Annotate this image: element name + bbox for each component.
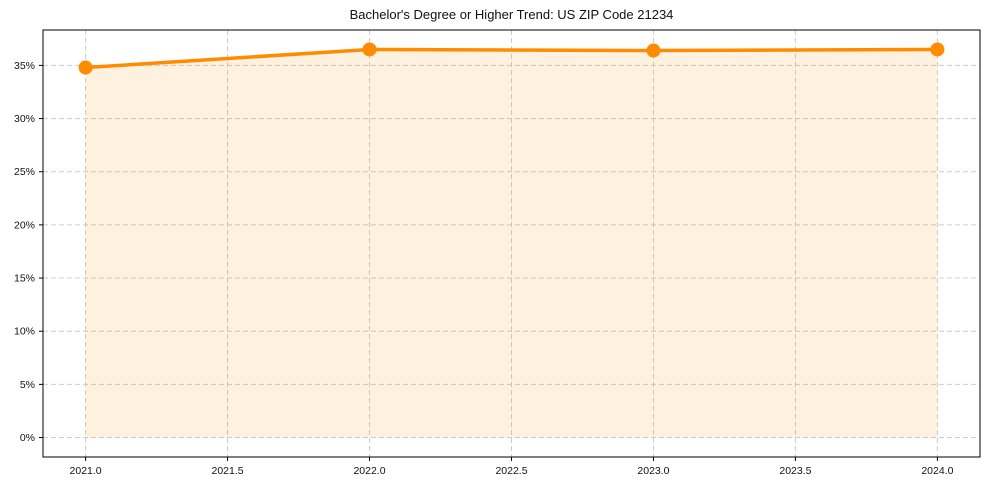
y-tick-label: 20%	[14, 219, 35, 231]
y-tick-label: 15%	[14, 273, 35, 285]
trend-line	[83, 47, 940, 70]
y-tick-label: 25%	[14, 166, 35, 178]
y-tick-label: 0%	[20, 432, 35, 444]
x-tick-label: 2022.0	[353, 465, 385, 477]
x-tick-label: 2024.0	[921, 465, 953, 477]
data-point-marker	[362, 42, 377, 57]
x-tick-label: 2021.5	[211, 465, 243, 477]
x-tick-label: 2023.0	[637, 465, 669, 477]
y-tick-label: 10%	[14, 326, 35, 338]
x-tick-label: 2022.5	[495, 465, 527, 477]
data-point-marker	[78, 60, 93, 75]
y-tick-label: 35%	[14, 60, 35, 72]
area-fill	[85, 49, 938, 438]
y-tick-label: 30%	[14, 113, 35, 125]
x-tick-label: 2021.0	[70, 465, 102, 477]
chart-title: Bachelor's Degree or Higher Trend: US ZI…	[349, 7, 674, 22]
data-point-marker	[930, 42, 945, 57]
y-tick-label: 5%	[20, 379, 35, 391]
x-tick-label: 2023.5	[779, 465, 811, 477]
data-point-marker	[646, 43, 661, 58]
